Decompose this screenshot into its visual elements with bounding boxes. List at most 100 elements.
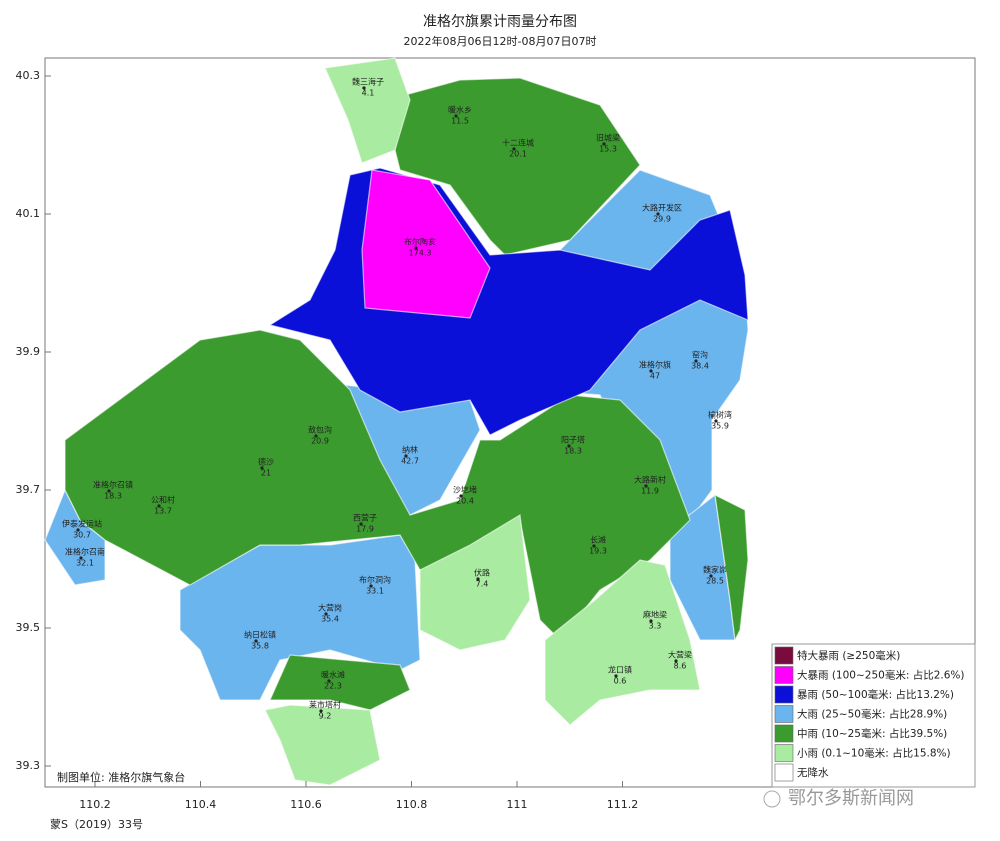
station-name: 十二连城 bbox=[502, 138, 534, 148]
station-name: 准格尔旗 bbox=[639, 360, 671, 370]
station-value: 18.3 bbox=[564, 447, 582, 456]
lat-tick-label: 39.9 bbox=[16, 345, 41, 358]
legend-swatch bbox=[774, 763, 794, 782]
region-moderate bbox=[64, 329, 691, 641]
legend-swatch bbox=[774, 666, 794, 684]
region-light bbox=[544, 559, 701, 726]
station-name: 伏路 bbox=[474, 568, 490, 578]
legend-label: 小雨 (0.1~10毫米: 占比15.8%) bbox=[797, 747, 951, 760]
region-moderate bbox=[394, 77, 641, 256]
station-value: 32.1 bbox=[76, 559, 94, 568]
station-value: 29.9 bbox=[653, 215, 671, 224]
station-dot bbox=[614, 674, 618, 678]
lon-tick-label: 110.8 bbox=[396, 798, 428, 811]
region-severe bbox=[361, 169, 491, 319]
station-name: 暖水乡 bbox=[448, 105, 472, 115]
legend: 特大暴雨 (≥250毫米) 大暴雨 (100~250毫米: 占比2.6%) 暴雨 (… bbox=[774, 646, 964, 782]
station-dot bbox=[404, 454, 408, 458]
station-name: 麻地梁 bbox=[643, 610, 667, 620]
station-name: 准格尔召南 bbox=[65, 547, 105, 557]
station-name: 长滩 bbox=[590, 535, 606, 545]
approval: 蒙S（2019）33号 bbox=[50, 818, 143, 831]
legend-label: 暴雨 (50~100毫米: 占比13.2%) bbox=[797, 688, 954, 701]
watermark: 鄂尔多斯新闻网 bbox=[788, 788, 914, 809]
legend-swatch bbox=[774, 685, 794, 704]
station-dot bbox=[254, 639, 258, 643]
station-name: 大路新村 bbox=[634, 475, 666, 485]
ticks: 40.3 40.1 39.9 39.7 39.5 39.3 110.2 110.4 110.6 1… bbox=[16, 69, 639, 811]
station-dot bbox=[369, 584, 373, 588]
station-value: 47 bbox=[650, 372, 660, 381]
station-value: 11.9 bbox=[641, 487, 659, 496]
lon-tick-label: 111.2 bbox=[607, 798, 639, 811]
station-dot bbox=[324, 612, 328, 616]
station-name: 敖包沟 bbox=[308, 425, 332, 435]
station-name: 窑沟 bbox=[692, 350, 708, 360]
station-dot bbox=[476, 577, 480, 581]
stations: 魏三海子 4.1 暖水乡 11.5 十二连城 20.1 旧城梁 15.3 大路开发区 29.9 布尔… bbox=[62, 77, 732, 721]
region-moderate bbox=[714, 493, 749, 643]
station-dot bbox=[656, 212, 660, 216]
station-dot bbox=[602, 142, 606, 146]
legend-swatch bbox=[774, 744, 794, 762]
station-value: 21 bbox=[261, 469, 271, 478]
station-name: 大路开发区 bbox=[642, 203, 682, 213]
station-name: 纳日松镇 bbox=[244, 630, 276, 640]
station-dot bbox=[567, 444, 571, 448]
station-name: 伊泰发运站 bbox=[62, 519, 102, 529]
region-heavy bbox=[179, 534, 421, 701]
legend-label: 大雨 (25~50毫米: 占比28.9%) bbox=[797, 708, 947, 721]
station-value: 15.3 bbox=[599, 145, 617, 154]
station-name: 布尔洞沟 bbox=[359, 575, 391, 585]
station-value: 9.2 bbox=[319, 712, 332, 721]
station-dot bbox=[314, 434, 318, 438]
station-dot bbox=[157, 504, 161, 508]
station-dot bbox=[414, 246, 418, 250]
station-dot bbox=[107, 489, 111, 493]
station-value: 4.1 bbox=[362, 89, 375, 98]
station-name: 德沙 bbox=[258, 457, 274, 467]
region-light bbox=[264, 704, 381, 786]
station-name: 魏家峁 bbox=[703, 565, 727, 575]
station-name: 公和村 bbox=[151, 495, 175, 505]
station-name: 魏三海子 bbox=[352, 77, 384, 87]
station-name: 准格尔召镇 bbox=[93, 480, 133, 490]
station-value: 174.3 bbox=[409, 249, 432, 258]
station-value: 33.1 bbox=[366, 587, 384, 596]
station-value: 3.3 bbox=[649, 622, 662, 631]
station-dot bbox=[454, 114, 458, 118]
station-value: 30.7 bbox=[73, 531, 91, 540]
station-value: 19.3 bbox=[589, 547, 607, 556]
lon-tick-label: 110.2 bbox=[79, 798, 111, 811]
station-name: 莱市塔村 bbox=[309, 700, 341, 710]
station-value: 20.1 bbox=[509, 150, 527, 159]
region-light bbox=[419, 514, 531, 651]
station-name: 布尔陶亥 bbox=[404, 237, 436, 247]
station-name: 阳子塔 bbox=[561, 435, 585, 445]
station-dot bbox=[512, 147, 516, 151]
region-moderate bbox=[269, 654, 411, 711]
station-value: 8.6 bbox=[674, 662, 687, 671]
lat-tick-label: 40.1 bbox=[16, 207, 41, 220]
station-value: 7.4 bbox=[476, 580, 489, 589]
station-dot bbox=[359, 522, 363, 526]
station-value: 22.3 bbox=[324, 682, 342, 691]
legend-label: 无降水 bbox=[797, 766, 829, 779]
station-dot bbox=[649, 369, 653, 373]
station-value: 38.4 bbox=[691, 362, 709, 371]
legend-swatch bbox=[774, 724, 794, 743]
station-name: 纳林 bbox=[402, 445, 418, 455]
station-dot bbox=[459, 494, 463, 498]
watermark-icon bbox=[763, 790, 781, 808]
lat-tick-label: 39.5 bbox=[16, 621, 41, 634]
lon-tick-label: 110.4 bbox=[185, 798, 217, 811]
station-dot bbox=[260, 466, 264, 470]
station-name: 暖水滩 bbox=[321, 670, 345, 680]
map-subtitle: 2022年08月06日12时-08月07日07时 bbox=[404, 34, 597, 48]
station-dot bbox=[644, 484, 648, 488]
station-name: 大营梁 bbox=[668, 650, 692, 660]
station-value: 20.9 bbox=[311, 437, 329, 446]
station-dot bbox=[674, 659, 678, 663]
station-value: 35.8 bbox=[251, 642, 269, 651]
